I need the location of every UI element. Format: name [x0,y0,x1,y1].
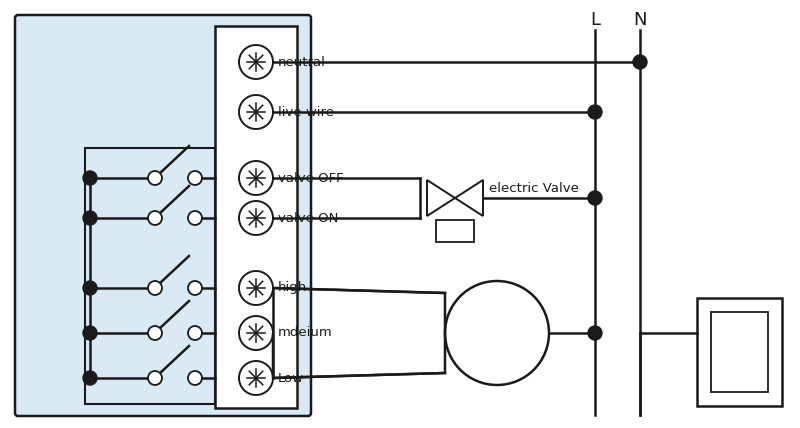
Circle shape [148,171,162,185]
Circle shape [188,171,202,185]
Text: L: L [590,11,600,29]
Circle shape [633,55,647,69]
Text: high: high [278,282,307,294]
Text: mdeium: mdeium [278,327,333,339]
Circle shape [239,201,273,235]
Text: valve ON: valve ON [278,211,338,225]
Text: neutral: neutral [278,56,326,68]
Bar [85,148,215,404]
Circle shape [83,326,97,340]
FancyBboxPatch shape [15,15,311,416]
Circle shape [239,271,273,305]
Bar [215,26,297,408]
Bar [697,298,782,406]
Circle shape [239,45,273,79]
Text: live wire: live wire [278,105,334,119]
Text: Fan: Fan [485,326,509,340]
Circle shape [239,316,273,350]
Circle shape [148,371,162,385]
Bar [711,312,768,392]
Bar [436,220,474,242]
Circle shape [83,171,97,185]
Circle shape [83,371,97,385]
Text: valve OFF: valve OFF [278,172,344,184]
Text: electric Valve: electric Valve [489,181,579,194]
Circle shape [83,281,97,295]
Circle shape [83,211,97,225]
Circle shape [588,326,602,340]
Text: N: N [634,11,646,29]
Circle shape [148,281,162,295]
Circle shape [148,211,162,225]
Text: Low: Low [278,372,304,384]
Circle shape [148,326,162,340]
Circle shape [239,361,273,395]
Circle shape [239,161,273,195]
Circle shape [239,95,273,129]
Circle shape [188,371,202,385]
Circle shape [188,326,202,340]
Circle shape [588,191,602,205]
Polygon shape [455,180,483,216]
Circle shape [445,281,549,385]
Circle shape [588,105,602,119]
Circle shape [188,281,202,295]
Polygon shape [427,180,455,216]
Circle shape [188,211,202,225]
